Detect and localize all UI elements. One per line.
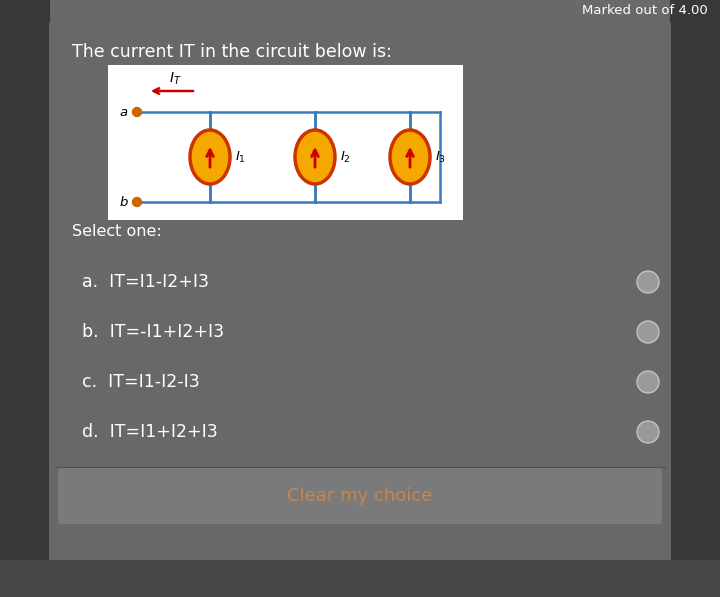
Circle shape	[637, 321, 659, 343]
Bar	[670, 0, 720, 597]
Bar	[0, 0, 50, 597]
Bar	[0, 560, 720, 597]
FancyBboxPatch shape	[49, 21, 671, 575]
Text: Select one:: Select one:	[72, 224, 162, 239]
Text: c.  IT=I1-I2-I3: c. IT=I1-I2-I3	[82, 373, 199, 391]
Text: b.  IT=-I1+I2+I3: b. IT=-I1+I2+I3	[82, 323, 224, 341]
Circle shape	[637, 421, 659, 443]
Circle shape	[637, 271, 659, 293]
Bar	[108, 65, 463, 220]
Text: Marked out of 4.00: Marked out of 4.00	[582, 5, 708, 17]
Bar	[0, 0, 720, 22]
Circle shape	[637, 371, 659, 393]
Text: $I_T$: $I_T$	[168, 71, 181, 87]
Text: $I_3$: $I_3$	[435, 149, 446, 165]
Text: $I_1$: $I_1$	[235, 149, 246, 165]
Text: The current IT in the circuit below is:: The current IT in the circuit below is:	[72, 43, 392, 61]
Circle shape	[639, 373, 657, 392]
Circle shape	[639, 272, 657, 291]
Circle shape	[639, 322, 657, 341]
Ellipse shape	[295, 130, 335, 184]
Text: b: b	[120, 195, 128, 208]
Text: a: a	[120, 106, 128, 118]
Text: Clear my choice: Clear my choice	[287, 487, 433, 505]
Circle shape	[132, 198, 142, 207]
Text: $I_2$: $I_2$	[340, 149, 351, 165]
FancyBboxPatch shape	[58, 468, 662, 524]
Ellipse shape	[390, 130, 430, 184]
Circle shape	[132, 107, 142, 116]
Text: a.  IT=I1-I2+I3: a. IT=I1-I2+I3	[82, 273, 209, 291]
Text: d.  IT=I1+I2+I3: d. IT=I1+I2+I3	[82, 423, 217, 441]
Ellipse shape	[190, 130, 230, 184]
Circle shape	[639, 423, 657, 442]
